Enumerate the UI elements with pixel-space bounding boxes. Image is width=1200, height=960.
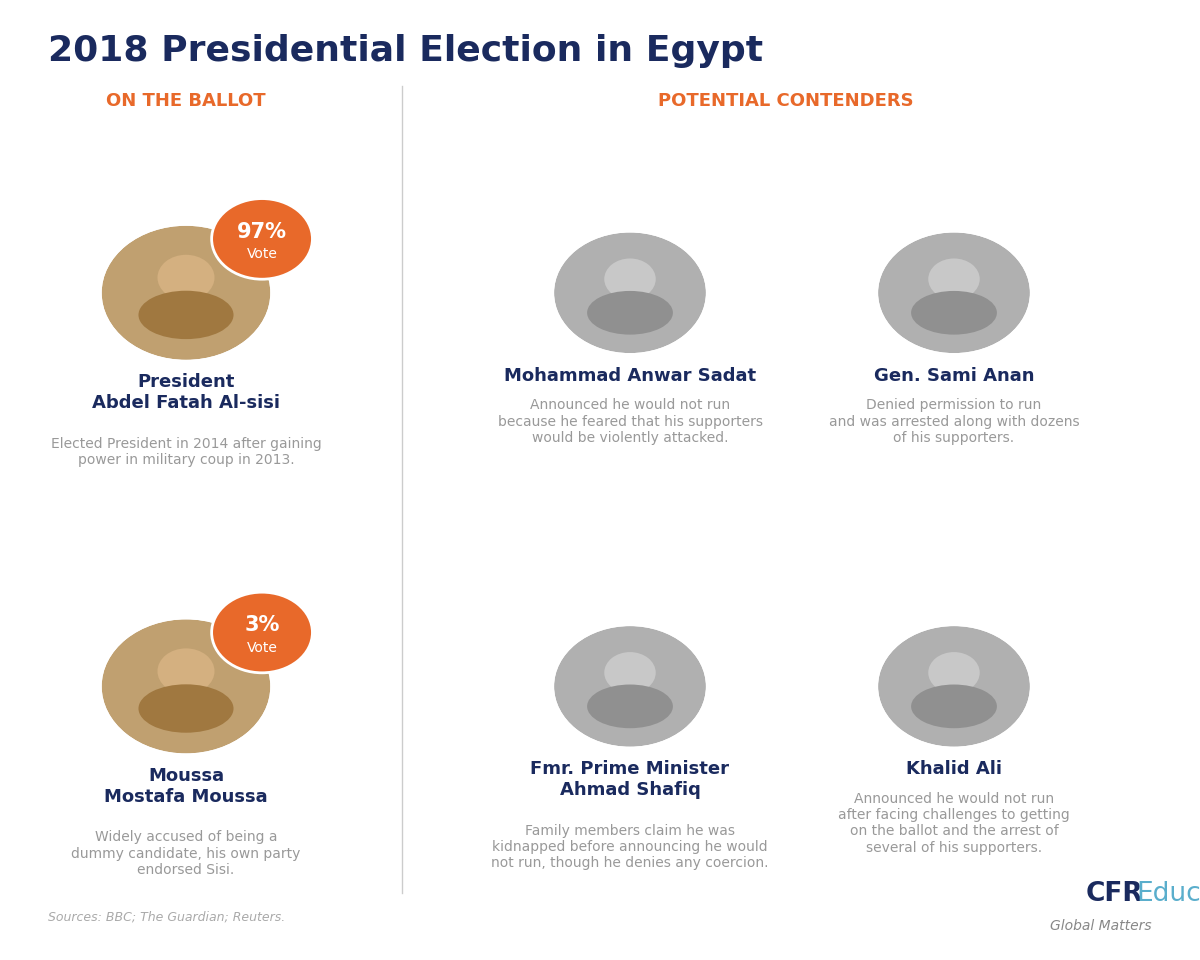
Circle shape — [157, 648, 215, 694]
Circle shape — [211, 199, 312, 279]
Text: Announced he would not run
after facing challenges to getting
on the ballot and : Announced he would not run after facing … — [838, 792, 1070, 854]
Circle shape — [552, 624, 708, 749]
Text: Widely accused of being a
dummy candidate, his own party
endorsed Sisi.: Widely accused of being a dummy candidat… — [71, 830, 301, 876]
Text: Khalid Ali: Khalid Ali — [906, 760, 1002, 779]
Circle shape — [157, 254, 215, 300]
Text: Denied permission to run
and was arrested along with dozens
of his supporters.: Denied permission to run and was arreste… — [829, 398, 1079, 444]
Text: Vote: Vote — [246, 248, 277, 261]
Text: Sources: BBC; The Guardian; Reuters.: Sources: BBC; The Guardian; Reuters. — [48, 910, 286, 924]
Text: 3%: 3% — [245, 615, 280, 636]
Text: Fmr. Prime Minister
Ahmad Shafiq: Fmr. Prime Minister Ahmad Shafiq — [530, 760, 730, 799]
Text: Moussa
Mostafa Moussa: Moussa Mostafa Moussa — [104, 767, 268, 805]
Circle shape — [211, 592, 312, 673]
Ellipse shape — [911, 684, 997, 729]
Text: Vote: Vote — [246, 641, 277, 655]
Circle shape — [552, 230, 708, 355]
Text: 97%: 97% — [238, 222, 287, 242]
Circle shape — [100, 224, 272, 362]
Circle shape — [929, 652, 979, 693]
Circle shape — [929, 258, 979, 300]
Ellipse shape — [587, 291, 673, 335]
Circle shape — [100, 617, 272, 756]
Text: Global Matters: Global Matters — [1050, 919, 1152, 933]
Ellipse shape — [911, 291, 997, 335]
Text: Announced he would not run
because he feared that his supporters
would be violen: Announced he would not run because he fe… — [498, 398, 762, 444]
Text: Mohammad Anwar Sadat: Mohammad Anwar Sadat — [504, 367, 756, 385]
Text: ON THE BALLOT: ON THE BALLOT — [106, 92, 266, 109]
Text: POTENTIAL CONTENDERS: POTENTIAL CONTENDERS — [658, 92, 914, 109]
Ellipse shape — [138, 684, 234, 732]
Text: 2018 Presidential Election in Egypt: 2018 Presidential Election in Egypt — [48, 34, 763, 67]
Ellipse shape — [138, 291, 234, 339]
Circle shape — [605, 652, 655, 693]
Circle shape — [876, 624, 1032, 749]
Ellipse shape — [587, 684, 673, 729]
Text: President
Abdel Fatah Al-sisi: President Abdel Fatah Al-sisi — [92, 373, 280, 412]
Circle shape — [605, 258, 655, 300]
Text: Gen. Sami Anan: Gen. Sami Anan — [874, 367, 1034, 385]
Text: Family members claim he was
kidnapped before announcing he would
not run, though: Family members claim he was kidnapped be… — [491, 824, 769, 870]
Circle shape — [876, 230, 1032, 355]
Text: Elected President in 2014 after gaining
power in military coup in 2013.: Elected President in 2014 after gaining … — [50, 437, 322, 467]
Text: CFR: CFR — [1086, 881, 1144, 907]
Text: Education: Education — [1136, 881, 1200, 907]
